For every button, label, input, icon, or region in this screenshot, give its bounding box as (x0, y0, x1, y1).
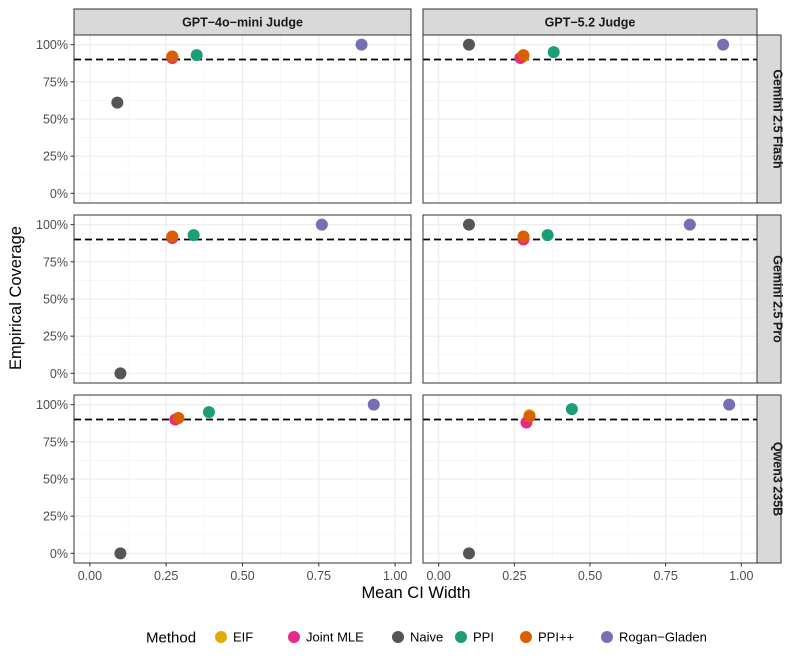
data-point (523, 410, 536, 423)
x-tick-label: 0.50 (578, 569, 602, 583)
data-point (462, 547, 475, 560)
y-tick-label: 0% (50, 367, 68, 381)
facet-panel (73, 394, 412, 564)
x-tick-label: 0.75 (307, 569, 331, 583)
axes-layer: 0% 25% 50% 75% 100% 0% 25% 50% 75% 100% 0% 25% 50% 75… (36, 38, 753, 583)
y-tick-label: 25% (43, 150, 68, 164)
panels-layer: GPT−4o−mini Judge GPT−5.2 Judge Gemini 2.5… (73, 8, 785, 564)
column-strip (73, 8, 412, 36)
y-tick-label: 25% (43, 510, 68, 524)
legend-title: Method (146, 630, 196, 647)
data-point (541, 229, 554, 242)
legend-swatch (392, 631, 404, 643)
y-tick-label: 0% (50, 187, 68, 201)
legend-swatch (288, 631, 300, 643)
legend-label: PPI++ (538, 630, 574, 645)
data-point (683, 218, 696, 231)
facet-panel (422, 34, 758, 204)
column-strip-label: GPT−5.2 Judge (545, 16, 636, 30)
legend-label: PPI (473, 630, 494, 645)
y-tick-label: 25% (43, 330, 68, 344)
x-axis-title: Mean CI Width (361, 584, 470, 602)
data-point (517, 49, 530, 62)
data-point (187, 229, 200, 242)
data-point (315, 218, 328, 231)
y-tick-label: 100% (36, 38, 68, 52)
data-point (355, 38, 368, 51)
row-strip (756, 394, 782, 564)
y-tick-label: 50% (43, 473, 68, 487)
panel-border (422, 214, 758, 384)
data-point (172, 412, 185, 425)
y-tick-label: 50% (43, 113, 68, 127)
y-tick-label: 50% (43, 293, 68, 307)
data-point (166, 230, 179, 243)
data-point (462, 218, 475, 231)
data-point (114, 367, 127, 380)
data-point (202, 406, 215, 419)
legend-label: Joint MLE (306, 630, 364, 645)
row-strip (756, 214, 782, 384)
data-point (190, 49, 203, 62)
legend-label: Rogan−Gladen (619, 630, 707, 645)
facet-panel (422, 394, 758, 564)
row-strip-label: Gemini 2.5 Flash (771, 69, 785, 168)
x-tick-label: 1.00 (729, 569, 753, 583)
row-strip-label: Qwen3 235B (771, 442, 785, 516)
data-point (114, 547, 127, 560)
data-point (111, 96, 124, 109)
data-point (517, 230, 530, 243)
data-point (547, 46, 560, 59)
y-axis-title: Empirical Coverage (7, 226, 25, 370)
y-tick-label: 75% (43, 435, 68, 449)
y-tick-label: 100% (36, 398, 68, 412)
y-tick-label: 75% (43, 75, 68, 89)
data-point (166, 50, 179, 63)
x-tick-label: 0.50 (230, 569, 254, 583)
legend-swatch (215, 631, 227, 643)
data-point (565, 403, 578, 416)
legend-swatch (601, 631, 613, 643)
column-strip-label: GPT−4o−mini Judge (182, 16, 303, 30)
row-strip (756, 34, 782, 204)
y-tick-label: 75% (43, 255, 68, 269)
facet-panel (73, 214, 412, 384)
facet-panel (422, 214, 758, 384)
x-tick-label: 1.00 (383, 569, 407, 583)
x-tick-label: 0.25 (502, 569, 526, 583)
data-point (717, 38, 730, 51)
y-tick-label: 100% (36, 218, 68, 232)
y-tick-label: 0% (50, 547, 68, 561)
legend: Method EIF Joint MLE Naive PPI PPI++ Rogan−Gla… (146, 630, 707, 647)
x-tick-label: 0.75 (653, 569, 677, 583)
legend-swatch (520, 631, 532, 643)
data-point (723, 398, 736, 411)
column-strip (422, 8, 758, 36)
facet-panel (73, 34, 412, 204)
x-tick-label: 0.00 (427, 569, 451, 583)
x-tick-label: 0.00 (78, 569, 102, 583)
x-tick-label: 0.25 (154, 569, 178, 583)
legend-swatch (455, 631, 467, 643)
row-strip-label: Gemini 2.5 Pro (771, 255, 785, 343)
panel-border (422, 34, 758, 204)
data-point (462, 38, 475, 51)
data-point (367, 398, 380, 411)
legend-label: Naive (410, 630, 443, 645)
legend-label: EIF (233, 630, 253, 645)
